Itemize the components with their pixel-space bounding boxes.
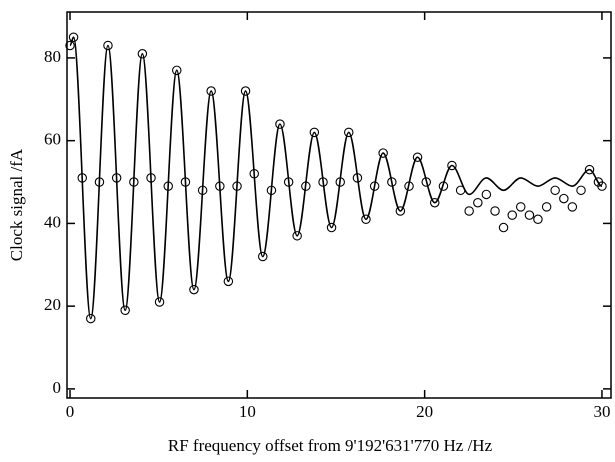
plot-frame xyxy=(66,11,612,399)
data-point xyxy=(275,119,285,129)
y-tick-label: 40 xyxy=(44,212,61,231)
data-point xyxy=(584,164,595,175)
data-point xyxy=(515,202,526,212)
data-point xyxy=(395,206,406,216)
y-tick-label: 0 xyxy=(53,378,62,397)
data-point xyxy=(189,284,199,295)
data-point xyxy=(378,148,388,158)
data-point xyxy=(498,222,509,233)
data-point xyxy=(576,185,586,196)
data-point xyxy=(120,305,130,316)
data-point xyxy=(361,214,371,225)
x-tick-label: 10 xyxy=(239,402,256,421)
data-point xyxy=(597,181,607,191)
data-point xyxy=(473,197,483,208)
data-point xyxy=(559,193,569,204)
y-axis-label: Clock signal /fA xyxy=(7,148,26,261)
x-tick-label: 30 xyxy=(593,402,610,421)
data-point xyxy=(154,297,165,307)
data-point xyxy=(137,49,148,59)
data-point xyxy=(533,214,543,225)
data-point xyxy=(507,210,517,220)
data-point xyxy=(490,206,500,216)
data-point xyxy=(524,210,535,220)
x-tick-label: 20 xyxy=(416,402,433,421)
x-axis-label: RF frequency offset from 9'192'631'770 H… xyxy=(168,436,493,455)
fit-line xyxy=(69,36,603,320)
data-point xyxy=(86,313,96,324)
data-point xyxy=(326,222,337,233)
data-point xyxy=(429,197,440,208)
data-point xyxy=(292,231,302,241)
data-point xyxy=(464,206,474,216)
data-point xyxy=(550,185,560,196)
data-point xyxy=(68,32,79,42)
data-point xyxy=(240,86,251,96)
data-point xyxy=(206,86,216,96)
data-point xyxy=(309,127,320,138)
data-point xyxy=(344,127,354,138)
data-point xyxy=(481,189,492,200)
data-point xyxy=(258,251,268,262)
data-point xyxy=(172,65,182,76)
data-point xyxy=(412,152,423,162)
data-point xyxy=(447,160,457,171)
data-point xyxy=(567,202,578,212)
y-tick-label: 20 xyxy=(44,295,61,314)
x-tick-label: 0 xyxy=(66,402,75,421)
data-point xyxy=(103,40,113,51)
data-point xyxy=(65,40,75,51)
y-tick-label: 80 xyxy=(44,47,61,66)
data-point xyxy=(223,276,234,287)
data-point xyxy=(541,202,552,212)
y-tick-label: 60 xyxy=(44,130,61,149)
